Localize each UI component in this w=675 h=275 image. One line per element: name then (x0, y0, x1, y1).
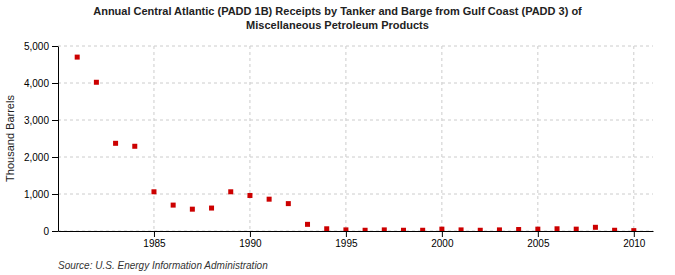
point (459, 227, 464, 231)
y-axis-tick-label: 5,000 (24, 41, 49, 52)
y-axis-tick-mark (52, 231, 58, 232)
grid (58, 46, 653, 231)
point (305, 222, 310, 227)
point (94, 80, 99, 85)
y-axis-tick-mark (52, 157, 58, 158)
grid-line (58, 120, 653, 121)
y-axis-tick-label: 4,000 (24, 78, 49, 89)
point (343, 227, 348, 231)
point (228, 189, 233, 194)
y-axis-tick-mark (52, 120, 58, 121)
grid-line (345, 46, 346, 231)
grid-line (537, 46, 538, 231)
point (535, 227, 540, 231)
point (478, 228, 483, 231)
y-axis-tick: 0 (43, 226, 58, 237)
y-axis-tick-label: 0 (43, 226, 49, 237)
point (75, 55, 80, 60)
title-line: Annual Central Atlantic (PADD 1B) Receip… (93, 5, 582, 17)
x-axis-tick: 2010 (623, 231, 646, 249)
grid-line (153, 46, 154, 231)
chart: Annual Central Atlantic (PADD 1B) Receip… (0, 0, 675, 275)
y-axis-tick-mark (52, 46, 58, 47)
x-axis-line (59, 231, 654, 232)
point (439, 227, 444, 231)
title: Annual Central Atlantic (PADD 1B) Receip… (93, 5, 582, 31)
x-axis-tick-label: 1995 (335, 238, 358, 249)
x-axis-tick-label: 1990 (239, 238, 262, 249)
point (132, 144, 137, 149)
grid-line (58, 83, 653, 84)
y-axis-tick-label: 1,000 (24, 189, 49, 200)
y-axis-title: Thousand Barrels (4, 95, 16, 182)
point (267, 197, 272, 202)
x-axis-tick-label: 2000 (431, 238, 454, 249)
y-axis-tick: 3,000 (24, 115, 58, 126)
y-axis: 0 1,000 2,000 3,000 4,000 5,000 (24, 41, 59, 237)
point (324, 226, 329, 231)
points (75, 55, 637, 231)
x-axis-tick: 1995 (335, 231, 358, 249)
title-line: Miscellaneous Petroleum Products (246, 19, 429, 31)
point (555, 226, 560, 231)
grid-line (633, 46, 634, 231)
point (363, 228, 368, 231)
x-axis-tick-mark (250, 231, 251, 237)
x-axis-tick-label: 2010 (623, 238, 646, 249)
x-axis-tick: 1985 (143, 231, 166, 249)
x-axis-tick-mark (346, 231, 347, 237)
point (382, 227, 387, 231)
point (286, 201, 291, 206)
y-axis-tick-label: 2,000 (24, 152, 49, 163)
y-axis-tick: 5,000 (24, 41, 58, 52)
grid-line (441, 46, 442, 231)
point (574, 227, 579, 231)
point (247, 193, 252, 198)
point (209, 206, 214, 211)
source: Source: U.S. Energy Information Administ… (58, 260, 268, 271)
grid-line (58, 194, 653, 195)
x-axis-tick: 1990 (239, 231, 262, 249)
x-axis-tick: 2000 (431, 231, 454, 249)
point (631, 228, 636, 231)
point (516, 227, 521, 231)
grid-line (58, 231, 653, 232)
point (171, 203, 176, 208)
grid-line (58, 46, 653, 47)
x-axis-tick-label: 2005 (527, 238, 550, 249)
x-axis-tick-mark (442, 231, 443, 237)
y-axis-tick: 4,000 (24, 78, 58, 89)
point (401, 228, 406, 231)
x-axis-tick-label: 1985 (143, 238, 166, 249)
y-axis-tick-mark (52, 83, 58, 84)
point (497, 227, 502, 231)
point (151, 189, 156, 194)
grid-line (58, 157, 653, 158)
x-axis: 1985 1990 1995 2000 2005 2010 (59, 231, 654, 249)
point (190, 207, 195, 212)
point (593, 225, 598, 230)
y-axis-tick: 1,000 (24, 189, 58, 200)
point (113, 141, 118, 146)
grid-line (249, 46, 250, 231)
x-axis-tick-mark (154, 231, 155, 237)
x-axis-tick-mark (634, 231, 635, 237)
y-axis-line (58, 47, 59, 232)
x-axis-tick-mark (538, 231, 539, 237)
y-axis-tick: 2,000 (24, 152, 58, 163)
point (420, 228, 425, 231)
plot: 1985 1990 1995 2000 2005 2010 0 1,000 2,000 3,000… (4, 41, 654, 249)
x-axis-tick: 2005 (527, 231, 550, 249)
y-axis-tick-label: 3,000 (24, 115, 49, 126)
y-axis-tick-mark (52, 194, 58, 195)
point (612, 228, 617, 231)
